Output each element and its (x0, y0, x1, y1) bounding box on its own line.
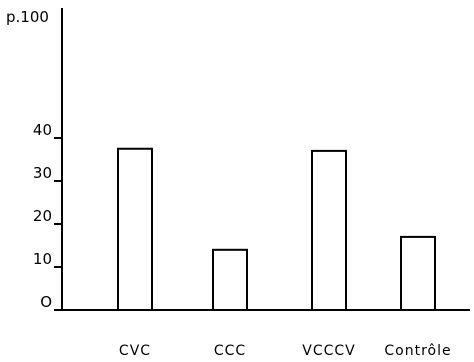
category-label: CVC (119, 343, 151, 359)
y-tick-label: O (40, 293, 52, 311)
y-tick-label: 20 (33, 207, 52, 225)
y-tick-label: 10 (33, 250, 52, 268)
y-unit-label: p.100 (6, 8, 49, 26)
category-label: Contrôle (384, 343, 451, 359)
category-labels: CVC CCC VCCCV Contrôle (119, 343, 451, 359)
bar (212, 248, 248, 312)
bar (311, 149, 347, 311)
bar (117, 147, 153, 311)
y-ticks: O 10 20 30 40 (33, 121, 62, 311)
category-label: CCC (214, 343, 246, 359)
y-tick-label: 30 (33, 164, 52, 182)
bars (117, 147, 436, 312)
category-label: VCCCV (302, 343, 355, 359)
y-tick-label: 40 (33, 121, 52, 139)
bar (400, 235, 436, 311)
